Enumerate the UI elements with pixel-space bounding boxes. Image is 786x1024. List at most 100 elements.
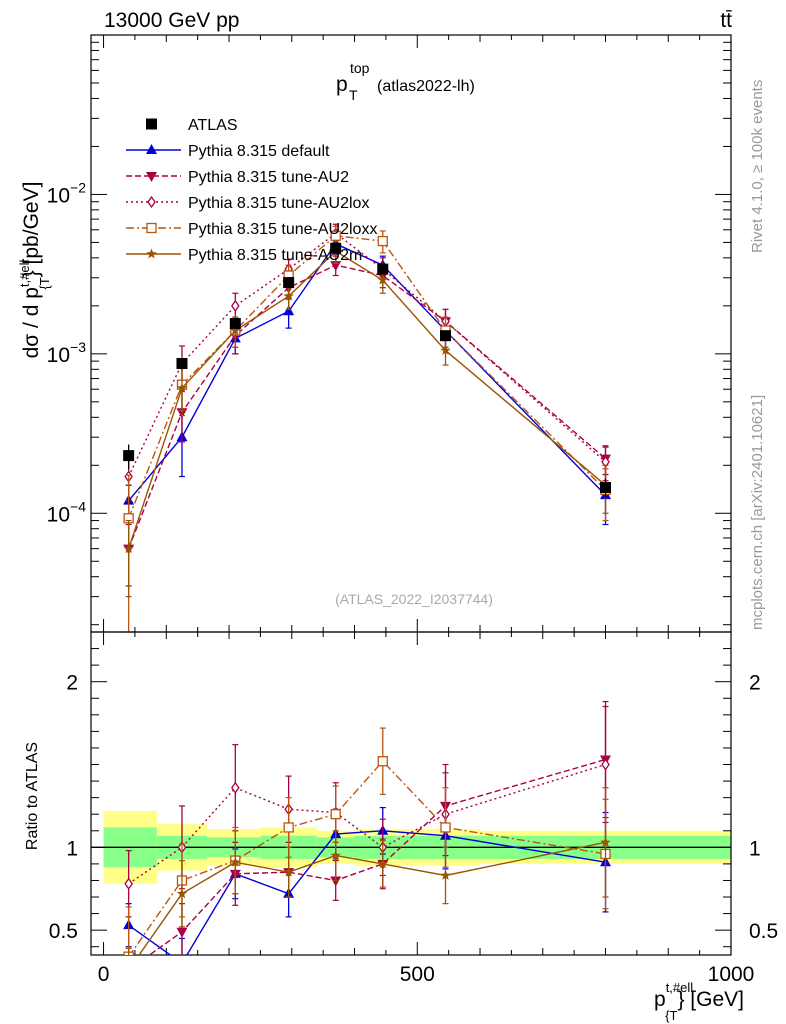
legend-item-AU2m: Pythia 8.315 tune-AU2m — [126, 247, 362, 264]
x-label-tail: } [GeV] — [677, 988, 744, 1011]
ratio-point-AU2m — [440, 870, 451, 880]
y-tick-label-exp: −4 — [70, 498, 86, 514]
series-line-AU2 — [127, 264, 606, 549]
y-label-sup: t,#ell — [17, 260, 32, 288]
ratio-point-AU2m — [330, 850, 341, 861]
plot-title-sub: T — [349, 87, 358, 103]
y-tick-label-exp: −3 — [70, 339, 86, 355]
y-label-main: dσ / d p — [20, 287, 43, 358]
ratio-series-group — [123, 700, 612, 955]
energy-label: 13000 GeV pp — [104, 9, 239, 32]
plot-title-sup: top — [350, 60, 370, 76]
ratio-point-AU2m — [176, 888, 188, 899]
ratio-point-AU2lox — [124, 877, 133, 890]
legend-marker-AU2loxx — [146, 222, 157, 234]
legend: ATLAS Pythia 8.315 default Pythia 8.315 tu… — [126, 117, 377, 264]
legend-item-default: Pythia 8.315 default — [126, 143, 330, 160]
ratio-axis-ticks — [91, 632, 732, 955]
ratio-point-AU2m — [230, 856, 241, 867]
legend-marker-AU2m — [146, 248, 157, 259]
y-label-tail: } [pb/GeV] — [20, 182, 43, 278]
x-label-sup: t,#ell — [666, 980, 694, 995]
ratio-series-AU2m — [125, 787, 611, 955]
legend-marker-default — [146, 144, 157, 154]
series-line-AU2m — [127, 250, 606, 549]
x-label-sub: {T — [665, 1008, 677, 1023]
point-AU2m — [440, 345, 451, 355]
side-label-mcplots: mcplots.cern.ch [arXiv:2401.10621] — [749, 395, 766, 630]
ratio-point-AU2m — [600, 836, 611, 847]
ratio-y-axis-label-text: Ratio to ATLAS — [24, 742, 41, 850]
point-ATLAS — [377, 263, 389, 275]
legend-label-AU2lox: Pythia 8.315 tune-AU2lox — [188, 195, 369, 212]
point-AU2m — [230, 325, 241, 335]
point-ATLAS — [440, 330, 452, 342]
point-AU2m — [176, 382, 188, 393]
legend-item-ATLAS: ATLAS — [146, 117, 238, 134]
plot-title: p — [336, 73, 348, 96]
ratio-line-AU2m — [138, 841, 606, 955]
main-y-tick-labels: 10−410−310−2 — [47, 179, 87, 526]
y-tick-label: 10 — [47, 344, 70, 367]
legend-item-AU2loxx: Pythia 8.315 tune-AU2loxx — [126, 221, 377, 238]
side-label-mcplots-text: mcplots.cern.ch [arXiv:2401.10621] — [749, 395, 766, 630]
ratio-point-AU2loxx — [283, 822, 294, 833]
ratio-y-tick-label: 1 — [66, 837, 78, 860]
ratio-point-AU2lox — [231, 781, 240, 794]
point-default — [283, 305, 295, 316]
ratio-point-AU2m — [283, 866, 294, 877]
point-ATLAS — [229, 318, 241, 330]
legend-label-AU2loxx: Pythia 8.315 tune-AU2loxx — [188, 221, 377, 238]
side-label-rivet: Rivet 4.1.0, ≥ 100k events — [749, 80, 766, 253]
main-panel: 10−410−310−2 p top T (atlas2022-lh) (ATL… — [17, 34, 732, 633]
y-tick-label: 10 — [47, 503, 70, 526]
x-tick-label: 500 — [400, 963, 435, 986]
ratio-frame — [90, 631, 732, 956]
point-AU2loxx — [330, 230, 341, 241]
ratio-point-AU2 — [330, 876, 342, 887]
x-tick-label: 1000 — [708, 963, 755, 986]
ratio-point-AU2m — [377, 858, 388, 869]
y-tick-label: 10 — [47, 184, 70, 207]
ratio-y-tick-label-right: 0.5 — [749, 920, 778, 943]
side-label-rivet-text: Rivet 4.1.0, ≥ 100k events — [749, 80, 766, 253]
point-AU2lox — [231, 299, 240, 312]
main-series-group — [123, 223, 612, 633]
x-tick-labels: 0 500 1000 — [98, 963, 755, 986]
x-axis-label: pt,#ell {T} [GeV] — [654, 980, 744, 1023]
plot-title-main: p — [336, 73, 348, 96]
y-tick-label-exp: −2 — [70, 179, 86, 195]
analysis-id: (ATLAS_2022_I2037744) — [335, 591, 493, 607]
ratio-series-clipped — [123, 700, 612, 955]
ratio-point-AU2loxx — [377, 756, 388, 767]
x-tick-label: 0 — [98, 963, 110, 986]
series-ATLAS — [123, 242, 612, 498]
ratio-y-tick-label-right: 2 — [749, 672, 761, 695]
legend-item-AU2: Pythia 8.315 tune-AU2 — [126, 169, 349, 186]
legend-marker-AU2lox — [147, 195, 156, 209]
series-line-AU2loxx — [127, 235, 607, 519]
plot-title-suffix: (atlas2022-lh) — [377, 78, 475, 95]
point-ATLAS — [330, 242, 342, 254]
point-AU2loxx — [377, 235, 388, 247]
ratio-point-AU2loxx — [330, 809, 341, 820]
ratio-line-AU2lox — [128, 763, 606, 885]
ratio-point-AU2 — [176, 927, 188, 938]
ratio-panel: 0.5 0.5 1 1 2 2 Ratio to ATLAS 0 500 1000 — [24, 631, 778, 986]
legend-label-AU2: Pythia 8.315 tune-AU2 — [188, 169, 349, 186]
x-label-main: p — [654, 988, 666, 1011]
main-axis-ticks — [91, 34, 732, 632]
ratio-point-AU2loxx — [440, 822, 451, 833]
point-AU2m — [283, 290, 294, 301]
ratio-line-AU2loxx — [128, 760, 606, 955]
point-AU2m — [123, 543, 134, 554]
process-label: tt̄ — [720, 9, 732, 32]
point-ATLAS — [123, 450, 135, 462]
legend-label-ATLAS: ATLAS — [188, 117, 238, 134]
point-ATLAS — [283, 277, 295, 289]
legend-marker-ATLAS — [146, 118, 157, 130]
legend-item-AU2lox: Pythia 8.315 tune-AU2lox — [126, 195, 369, 212]
legend-label-default: Pythia 8.315 default — [188, 143, 330, 160]
ratio-point-AU2lox — [601, 758, 610, 771]
